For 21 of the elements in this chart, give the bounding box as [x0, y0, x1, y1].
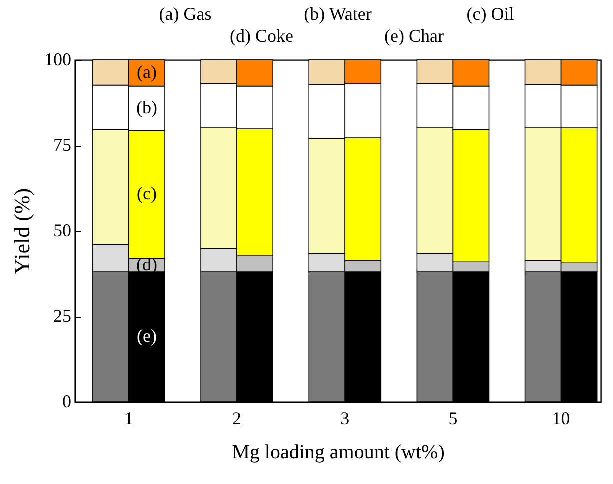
text: (b) Water — [304, 4, 372, 24]
y-axis-title: Yield (%) — [10, 188, 34, 275]
x-tick-label: 2 — [232, 408, 242, 428]
x-tick-label: 5 — [448, 408, 458, 428]
annotation: (c) — [136, 184, 157, 204]
x-tick-label: 10 — [552, 408, 570, 428]
x-tick-label: 1 — [124, 408, 134, 428]
y-tick-label: 100 — [44, 50, 72, 70]
y-tick-label: 0 — [62, 392, 72, 412]
x-axis-title: Mg loading amount (wt%) — [232, 442, 445, 464]
annotation: (b) — [136, 98, 158, 118]
y-tick-label: 50 — [54, 220, 72, 240]
x-tick-label: 3 — [340, 408, 350, 428]
text: (a) Gas — [159, 4, 212, 24]
text: (d) Coke — [230, 26, 294, 46]
text: (c) Oil — [466, 4, 514, 24]
annotation: (e) — [136, 326, 157, 346]
y-tick-label: 75 — [54, 135, 72, 155]
text: (e) Char — [384, 26, 444, 46]
y-tick-label: 25 — [54, 306, 72, 326]
annotation: (a) — [136, 62, 157, 82]
